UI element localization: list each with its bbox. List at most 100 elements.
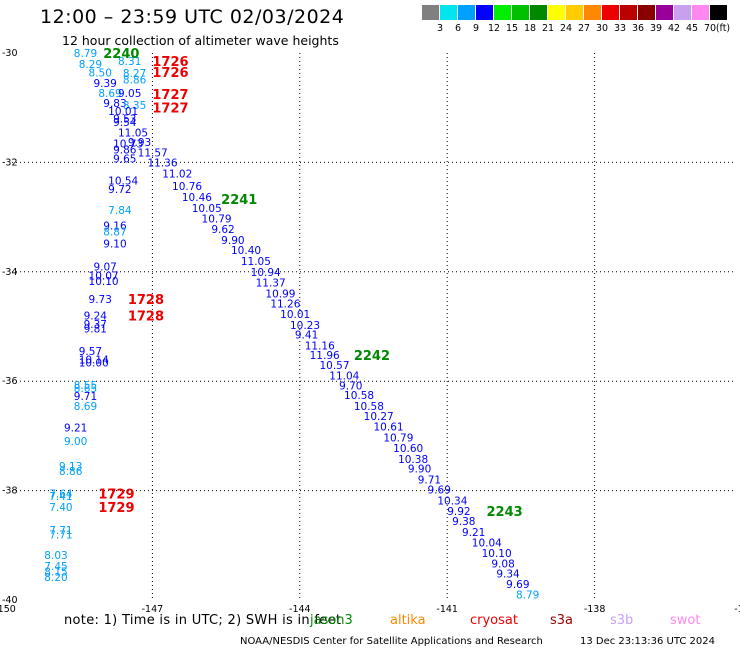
legend-swatch — [422, 5, 440, 20]
satellite-name: jason3 — [310, 613, 353, 628]
pass-time-label: 1726 — [152, 55, 188, 70]
wave-height-value: 7.84 — [108, 205, 132, 217]
legend-swatch — [512, 5, 530, 20]
wave-height-value: 9.53 — [113, 114, 136, 126]
wave-height-value: 10.46 — [182, 192, 212, 204]
legend-swatch — [710, 5, 728, 20]
pass-time-label: 2241 — [221, 193, 257, 208]
page-title: 12:00 – 23:59 UTC 02/03/2024 — [40, 6, 345, 28]
wave-height-value: 10.54 — [108, 175, 138, 187]
x-tick-label: -144 — [289, 604, 311, 615]
wave-height-value: 8.50 — [89, 68, 112, 80]
legend-label: 39 — [649, 23, 663, 34]
legend-swatch — [530, 5, 548, 20]
wave-height-value: 10.34 — [437, 495, 467, 507]
wave-height-value: 9.90 — [408, 464, 431, 476]
wave-height-value: 11.37 — [256, 278, 286, 290]
wave-height-value: 10.60 — [393, 443, 423, 455]
wave-height-value: 11.05 — [118, 127, 148, 139]
wave-height-value: 10.01 — [280, 309, 310, 321]
wave-height-value: 11.04 — [329, 371, 359, 383]
wave-height-value: 8.55 — [74, 380, 97, 392]
wave-height-value: 9.13 — [59, 461, 82, 473]
wave-height-value: 10.99 — [265, 289, 295, 301]
x-tick-label: -141 — [436, 604, 458, 615]
wave-height-value: 8.29 — [79, 59, 102, 71]
wave-height-value: 10.01 — [108, 106, 138, 118]
wave-height-value: 7.71 — [49, 525, 72, 537]
wave-height-value: 9.90 — [221, 235, 244, 247]
wave-height-value: 11.96 — [310, 350, 340, 362]
wave-height-value: 9.24 — [84, 311, 108, 323]
wave-height-value: 7.40 — [49, 502, 72, 514]
wave-height-value: 10.40 — [231, 245, 261, 257]
legend-swatch — [674, 5, 692, 20]
wave-height-value: 10.58 — [354, 401, 384, 413]
wave-height-value: 11.36 — [147, 157, 177, 169]
wave-height-value: 8.87 — [103, 226, 126, 238]
wave-height-value: 9.86 — [113, 144, 137, 156]
wave-height-value: 9.07 — [93, 261, 116, 273]
wave-height-value: 9.10 — [103, 238, 126, 250]
wave-height-value: 7.71 — [49, 529, 72, 541]
legend-label: 6 — [454, 23, 462, 34]
x-tick-label: -150 — [0, 604, 16, 615]
wave-height-value: 9.37 — [84, 319, 107, 331]
pass-time-label: 1726 — [152, 66, 188, 81]
legend-label: 3 — [436, 23, 444, 34]
wave-height-value: 10.14 — [79, 354, 109, 366]
wave-height-value: 7.41 — [49, 491, 72, 503]
wave-height-value: 9.38 — [452, 516, 475, 528]
pass-time-label: 1727 — [152, 88, 188, 103]
wave-height-value: 9.71 — [418, 475, 441, 487]
wave-height-value: 10.23 — [290, 320, 320, 332]
x-tick-label: -138 — [584, 604, 606, 615]
wave-height-value: 9.81 — [84, 324, 107, 336]
satellite-name: s3a — [550, 613, 574, 628]
wave-height-value: 10.58 — [344, 390, 374, 402]
map-grid — [12, 53, 735, 600]
credit-line: NOAA/NESDIS Center for Satellite Applica… — [240, 636, 543, 647]
wave-height-value: 9.16 — [103, 220, 127, 232]
legend-label: 24 — [559, 23, 573, 34]
generated-timestamp: 13 Dec 23:13:36 UTC 2024 — [580, 636, 715, 647]
wave-height-value: 10.73 — [113, 138, 143, 150]
wave-height-value: 9.54 — [113, 117, 137, 129]
wave-height-value: 11.57 — [138, 148, 168, 160]
wave-height-value: 8.31 — [118, 56, 141, 68]
wave-height-value: 8.79 — [516, 590, 539, 602]
wave-height-value: 10.57 — [319, 360, 349, 372]
wave-height-value: 10.05 — [192, 203, 222, 215]
satellite-name: altika — [390, 613, 426, 628]
legend-label: 45 — [685, 23, 699, 34]
legend-swatch — [440, 5, 458, 20]
legend-swatch — [692, 5, 710, 20]
wave-height-value: 9.41 — [295, 330, 318, 342]
wave-height-value: 9.73 — [89, 294, 112, 306]
wave-height-value: 10.07 — [89, 271, 119, 283]
wave-height-value: 9.05 — [118, 88, 141, 100]
wave-height-value: 10.79 — [202, 214, 232, 226]
x-tick-label: -147 — [142, 604, 164, 615]
wave-height-value: 9.00 — [64, 436, 87, 448]
wave-height-value: 10.38 — [398, 454, 428, 466]
wave-height-value: 8.15 — [44, 567, 67, 579]
legend-swatch — [656, 5, 674, 20]
wave-height-value: 8.27 — [123, 68, 146, 80]
pass-time-label: 1728 — [128, 310, 164, 325]
wave-height-value: 9.08 — [491, 558, 514, 570]
wave-height-value: 8.69 — [74, 401, 97, 413]
legend-swatch — [494, 5, 512, 20]
legend-label: 36 — [631, 23, 645, 34]
legend-swatch — [584, 5, 602, 20]
wave-height-value: 9.92 — [447, 506, 470, 518]
wave-height-value: 7.64 — [49, 488, 73, 500]
satellite-name: s3b — [610, 613, 634, 628]
wave-height-value: 10.04 — [472, 538, 502, 550]
wave-height-value: 9.39 — [93, 78, 116, 90]
wave-height-value: 8.20 — [44, 572, 67, 584]
pass-time-label: 1729 — [98, 487, 134, 502]
wave-height-value: 10.61 — [374, 422, 404, 434]
